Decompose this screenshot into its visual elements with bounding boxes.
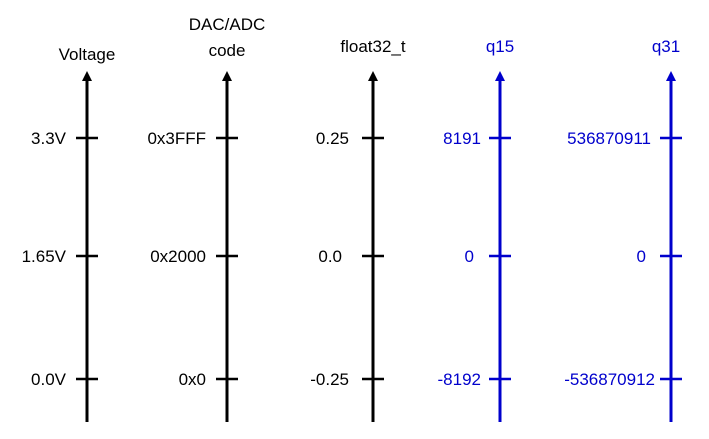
axis-q31: q31 536870911 0 -536870912 <box>564 37 682 422</box>
axis-title-line-1: DAC/ADC <box>189 15 266 34</box>
axis-float32: float32_t 0.25 0.0 -0.25 <box>310 37 406 422</box>
axis-title-float32: float32_t <box>340 37 405 56</box>
axis-title-q15: q15 <box>486 37 514 56</box>
tick-label: -0.25 <box>310 370 349 389</box>
tick-label: -8192 <box>438 370 481 389</box>
tick-label: 0 <box>465 247 474 266</box>
tick-label: 0.0 <box>318 247 342 266</box>
tick-label: 0.0V <box>31 370 67 389</box>
axis-title-line-2: code <box>209 41 246 60</box>
axis-q15: q15 8191 0 -8192 <box>438 37 514 422</box>
tick-label: 0x0 <box>179 370 206 389</box>
axis-title-voltage: Voltage <box>59 45 116 64</box>
tick-label: 0.25 <box>316 129 349 148</box>
axis-dac-adc-code: DAC/ADC code 0x3FFF 0x2000 0x0 <box>147 15 265 422</box>
tick-label: 0 <box>637 247 646 266</box>
tick-label: 0x2000 <box>150 247 206 266</box>
tick-label: 1.65V <box>22 247 67 266</box>
tick-label: 0x3FFF <box>147 129 206 148</box>
tick-label: -536870912 <box>564 370 655 389</box>
tick-label: 3.3V <box>31 129 67 148</box>
axis-title-q31: q31 <box>652 37 680 56</box>
tick-label: 536870911 <box>567 129 651 148</box>
axis-voltage: Voltage 3.3V 1.65V 0.0V <box>22 45 116 422</box>
tick-label: 8191 <box>443 129 481 148</box>
